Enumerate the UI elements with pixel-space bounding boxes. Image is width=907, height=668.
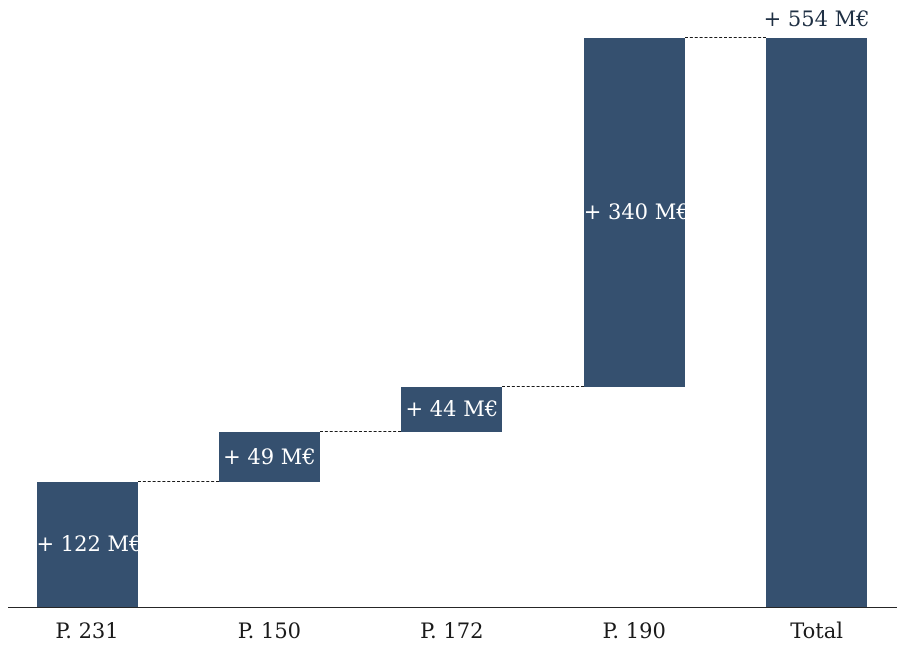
bar-value-label-1: + 122 M€	[36, 532, 143, 557]
bar-value-label-2: + 49 M€	[223, 444, 316, 469]
bar-value-label-3: + 44 M€	[405, 397, 499, 422]
waterfall-bar-5	[766, 38, 868, 607]
waterfall-bar-3	[401, 386, 503, 432]
waterfall-bar-4	[583, 38, 685, 387]
waterfall-bar-2	[218, 431, 320, 482]
category-label-5: Total	[790, 619, 843, 643]
bar-value-label-5: + 554 M€	[763, 7, 870, 31]
category-label-2: P. 150	[237, 619, 302, 643]
x-axis-line	[8, 607, 897, 608]
connector-dashed-line-4	[684, 37, 767, 38]
bar-value-label-4: + 340 M€	[583, 200, 690, 225]
connector-dashed-line-1	[137, 480, 219, 482]
connector-dashed-line-3	[502, 385, 584, 387]
category-label-4: P. 190	[602, 619, 666, 643]
category-label-1: P. 231	[55, 619, 119, 643]
connector-dashed-line-2	[319, 430, 402, 432]
waterfall-bar-1	[36, 481, 138, 607]
category-label-3: P. 172	[420, 619, 484, 643]
